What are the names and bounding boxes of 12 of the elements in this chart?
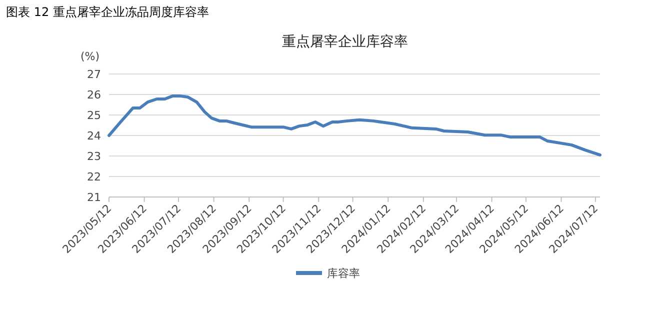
y-tick-label: 22 bbox=[87, 170, 101, 184]
y-tick-label: 21 bbox=[87, 191, 101, 204]
y-tick-label: 23 bbox=[87, 150, 101, 163]
y-tick-label: 25 bbox=[87, 109, 101, 122]
y-tick-label: 27 bbox=[87, 68, 101, 81]
y-tick-label: 24 bbox=[87, 130, 101, 142]
legend-label: 库容率 bbox=[327, 267, 360, 280]
chart-subtitle: 重点屠宰企业库容率 bbox=[282, 34, 408, 50]
y-axis-title: (%) bbox=[80, 50, 100, 63]
chart-title: 图表 12 重点屠宰企业冻品周度库容率 bbox=[6, 5, 209, 19]
line-series bbox=[108, 94, 602, 156]
y-tick-label: 26 bbox=[87, 88, 101, 102]
